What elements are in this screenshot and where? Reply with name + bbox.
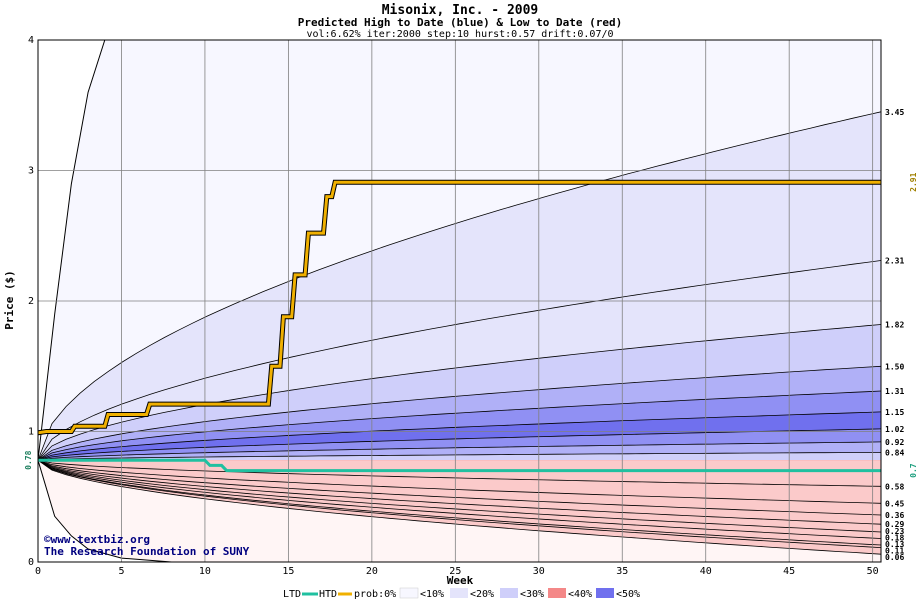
x-tick-label-0: 0 bbox=[35, 566, 41, 577]
legend-item-20: <20% bbox=[470, 589, 494, 600]
blue-quantile-line-2 bbox=[38, 324, 881, 461]
red-end-label-1: 0.45 bbox=[885, 499, 904, 508]
blue-quantile-line-0 bbox=[38, 111, 881, 461]
blue-end-label-2: 1.82 bbox=[885, 320, 904, 329]
legend-item-30: <30% bbox=[520, 589, 544, 600]
y-tick-label-0: 0 bbox=[28, 557, 34, 568]
plot-frame bbox=[37, 39, 882, 563]
blue-end-label-5: 1.15 bbox=[885, 408, 904, 417]
y-tick-label-4: 4 bbox=[28, 35, 34, 46]
ltd-end-label: 0.7 bbox=[909, 463, 918, 478]
credit-foundation: The Research Foundation of SUNY bbox=[44, 545, 250, 558]
x-tick-label-7: 35 bbox=[616, 566, 628, 577]
red-outer-curve bbox=[38, 460, 172, 562]
legend-swatch-30 bbox=[548, 588, 566, 598]
red-quantile-line-4 bbox=[38, 459, 881, 533]
red-end-label-4: 0.23 bbox=[885, 527, 904, 536]
blue-end-label-8: 0.84 bbox=[885, 448, 904, 457]
blue-band-8 bbox=[38, 452, 881, 461]
red-quantile-line-0 bbox=[38, 459, 881, 487]
y-tick-label-1: 1 bbox=[28, 427, 34, 438]
legend-swatch-0 bbox=[399, 587, 419, 599]
legend-prob-label: prob:0% bbox=[354, 589, 396, 600]
x-tick-label-4: 20 bbox=[366, 566, 378, 577]
chart-subtitle: Predicted High to Date (blue) & Low to D… bbox=[298, 16, 623, 29]
blue-quantile-line-7 bbox=[38, 441, 881, 461]
legend-ltd-label: LTD bbox=[283, 589, 301, 600]
red-end-label-3: 0.29 bbox=[885, 520, 904, 529]
legend-swatch-20 bbox=[500, 588, 518, 598]
x-tick-label-6: 30 bbox=[533, 566, 545, 577]
legend: LTD HTD prob:0% <10% <20% <30% <40% <50% bbox=[283, 587, 640, 600]
red-end-label-6: 0.13 bbox=[885, 540, 904, 549]
y-tick-label-2: 2 bbox=[28, 296, 34, 307]
x-tick-label-3: 15 bbox=[282, 566, 294, 577]
x-axis-label: Week bbox=[447, 574, 474, 587]
credits: ©www.textbiz.org The Research Foundation… bbox=[44, 533, 250, 558]
blue-quantile-line-3 bbox=[38, 365, 881, 461]
legend-item-10: <10% bbox=[420, 589, 444, 600]
htd-series-line bbox=[37, 180, 881, 435]
blue-end-label-6: 1.02 bbox=[885, 425, 904, 434]
blue-end-label-7: 0.92 bbox=[885, 438, 904, 447]
ltd-series-line bbox=[38, 458, 881, 473]
x-tick-label-9: 45 bbox=[783, 566, 795, 577]
x-tick-label-10: 50 bbox=[867, 566, 879, 577]
red-quantile-line-1 bbox=[38, 459, 881, 504]
blue-quantile-line-5 bbox=[38, 411, 881, 461]
blue-end-label-3: 1.50 bbox=[885, 362, 904, 371]
legend-item-40: <40% bbox=[568, 589, 592, 600]
blue-end-label-1: 2.31 bbox=[885, 257, 904, 266]
blue-end-label-4: 1.31 bbox=[885, 387, 904, 396]
x-tick-label-8: 40 bbox=[700, 566, 712, 577]
plot-area: 0 5 10 15 20 25 30 35 40 45 50 0 1 2 3 4 0.78 3.45 2.31 1.8… bbox=[24, 35, 918, 577]
plot-content bbox=[38, 40, 881, 562]
red-quantile-line-2 bbox=[38, 459, 881, 516]
red-end-label-0: 0.58 bbox=[885, 482, 904, 491]
legend-htd-label: HTD bbox=[319, 589, 337, 600]
blue-quantile-line-8 bbox=[38, 452, 881, 461]
x-tick-label-5: 25 bbox=[449, 566, 461, 577]
red-end-label-7: 0.11 bbox=[885, 547, 904, 556]
htd-end-label: 2.91 bbox=[909, 172, 918, 191]
y-tick-label-3: 3 bbox=[28, 166, 34, 177]
chart-params: vol:6.62% iter:2000 step:10 hurst:0.57 d… bbox=[306, 29, 613, 40]
red-end-label-5: 0.18 bbox=[885, 534, 904, 543]
y-axis-label: Price ($) bbox=[3, 270, 16, 330]
x-tick-label-2: 10 bbox=[199, 566, 211, 577]
red-quantile-line-8 bbox=[38, 459, 881, 555]
legend-item-50: <50% bbox=[616, 589, 640, 600]
red-band-8 bbox=[38, 460, 881, 555]
red-quantile-line-7 bbox=[38, 459, 881, 548]
legend-swatch-40 bbox=[596, 588, 614, 598]
blue-outer-curve bbox=[38, 40, 106, 461]
blue-quantile-line-1 bbox=[38, 260, 881, 461]
red-quantile-line-3 bbox=[38, 459, 881, 525]
red-end-label-8: 0.06 bbox=[885, 553, 904, 562]
x-tick-label-1: 5 bbox=[118, 566, 124, 577]
credit-website: ©www.textbiz.org bbox=[44, 533, 150, 546]
red-quantile-line-6 bbox=[38, 459, 881, 546]
blue-quantile-line-4 bbox=[38, 390, 881, 461]
red-end-label-2: 0.36 bbox=[885, 511, 904, 520]
red-quantile-line-5 bbox=[38, 459, 881, 539]
blue-end-label-0: 3.45 bbox=[885, 108, 904, 117]
legend-swatch-10 bbox=[450, 588, 468, 598]
start-price-label: 0.78 bbox=[24, 450, 33, 469]
chart-title: Misonix, Inc. - 2009 bbox=[382, 3, 539, 18]
